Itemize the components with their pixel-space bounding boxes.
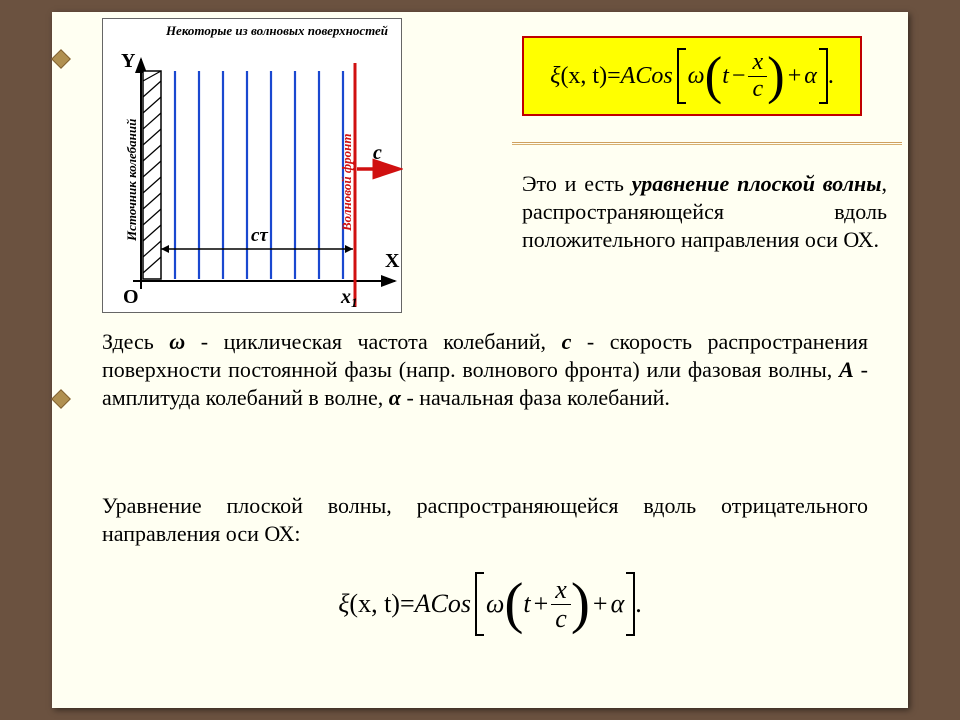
para-definitions: Здесь ω - циклическая частота колебаний,… xyxy=(102,328,868,412)
x-over-c: x c xyxy=(748,50,767,101)
formula-box: ξ (x, t) = A Cos ω ( t − x c ) + α xyxy=(522,36,862,116)
para-negative-dir: Уравнение плоской волны, распространяюще… xyxy=(102,492,868,548)
diagram-svg: Y X O c cτ x1 Источник колебаний Волново… xyxy=(103,19,403,314)
divider xyxy=(512,142,902,145)
svg-text:Источник колебаний: Источник колебаний xyxy=(124,119,139,242)
svg-text:c: c xyxy=(373,142,382,164)
t: t xyxy=(722,63,729,90)
svg-text:Волновой фронт: Волновой фронт xyxy=(339,134,354,233)
minus: − xyxy=(729,63,749,90)
xi: ξ xyxy=(550,63,560,90)
omega: ω xyxy=(688,63,705,90)
wave-diagram: Некоторые из волновых поверхностей xyxy=(102,18,402,313)
args: (x, t) xyxy=(560,63,607,90)
content: Некоторые из волновых поверхностей xyxy=(82,12,898,708)
side-stripe xyxy=(52,12,70,708)
cos: Cos xyxy=(635,63,672,90)
alpha: α xyxy=(804,63,817,90)
svg-text:X: X xyxy=(385,250,400,272)
svg-text:cτ: cτ xyxy=(251,225,268,246)
plane-wave-equation: ξ (x, t) = A Cos ω ( t − x c ) + α xyxy=(550,48,834,104)
amp-A: A xyxy=(621,63,636,90)
para-plane-wave: Это и есть уравнение плоской волны, расп… xyxy=(522,170,887,254)
tail: . xyxy=(828,63,834,90)
eq: = xyxy=(607,63,621,90)
plane-wave-equation-neg: ξ (x, t) = A Cos ω ( t + x c ) + α xyxy=(82,572,898,636)
svg-text:O: O xyxy=(123,286,139,308)
slide: Некоторые из волновых поверхностей xyxy=(52,12,908,708)
svg-text:Y: Y xyxy=(121,50,136,72)
